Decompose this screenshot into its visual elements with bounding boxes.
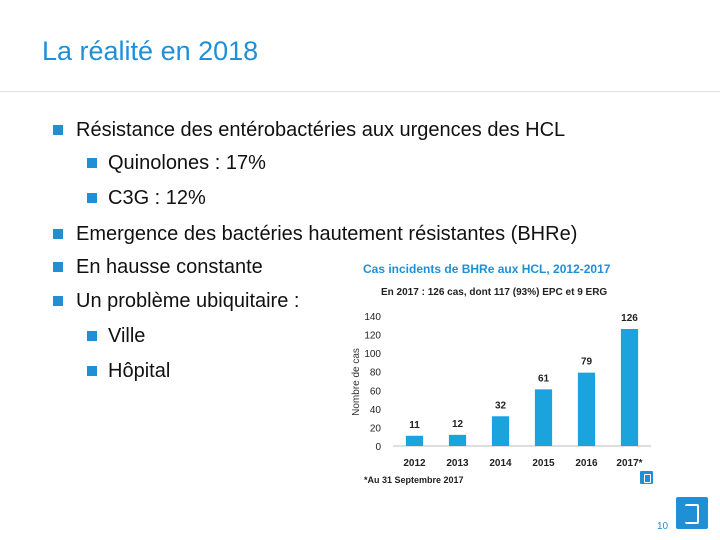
data-label: 12 xyxy=(452,419,464,430)
chart-subtitle: En 2017 : 126 cas, dont 117 (93%) EPC et… xyxy=(381,287,608,298)
bullet-item: Emergence des bactéries hautement résist… xyxy=(76,223,578,245)
slide-title: La réalité en 2018 xyxy=(42,36,259,66)
hcl-logo-icon xyxy=(676,497,708,529)
bullet-item: En hausse constante xyxy=(76,256,263,278)
y-axis-label: Nombre de cas xyxy=(351,348,362,416)
bullet-marker-icon xyxy=(53,125,63,135)
y-tick-label: 60 xyxy=(370,386,382,397)
bar xyxy=(405,435,424,446)
bar xyxy=(534,389,553,446)
bullet-subitem: Quinolones : 17% xyxy=(108,152,266,174)
x-tick-label: 2013 xyxy=(446,458,469,469)
chart-footnote: *Au 31 Septembre 2017 xyxy=(364,475,464,485)
bullet-marker-icon xyxy=(53,296,63,306)
bullet-marker-icon xyxy=(53,229,63,239)
x-tick-label: 2017* xyxy=(616,458,642,469)
bar xyxy=(620,329,639,446)
bullet-marker-icon xyxy=(87,331,97,341)
y-tick-label: 100 xyxy=(364,349,381,360)
bullet-item: Un problème ubiquitaire : xyxy=(76,290,300,312)
bullet-subitem: Hôpital xyxy=(108,360,171,382)
y-tick-label: 0 xyxy=(375,442,381,453)
x-tick-label: 2015 xyxy=(532,458,555,469)
data-label: 61 xyxy=(538,373,550,384)
bar xyxy=(491,416,510,446)
bullet-item: Résistance des entérobactéries aux urgen… xyxy=(76,119,566,141)
data-label: 11 xyxy=(409,420,420,431)
title-divider xyxy=(0,91,720,92)
x-tick-label: 2016 xyxy=(575,458,598,469)
x-tick-label: 2012 xyxy=(403,458,426,469)
bullet-marker-icon xyxy=(53,262,63,272)
y-tick-label: 40 xyxy=(370,405,382,416)
bar xyxy=(577,372,596,446)
document-logo-icon xyxy=(640,471,653,484)
y-tick-label: 20 xyxy=(370,423,382,434)
bullet-subitem: C3G : 12% xyxy=(108,187,206,209)
bullet-marker-icon xyxy=(87,193,97,203)
x-tick-label: 2014 xyxy=(489,458,512,469)
bullet-marker-icon xyxy=(87,158,97,168)
y-tick-label: 120 xyxy=(364,331,381,342)
data-label: 126 xyxy=(621,313,638,324)
bullet-subitem: Ville xyxy=(108,325,146,347)
y-tick-label: 140 xyxy=(364,312,381,323)
bullet-marker-icon xyxy=(87,366,97,376)
chart-title: Cas incidents de BHRe aux HCL, 2012-2017 xyxy=(363,262,611,276)
bar xyxy=(448,434,467,446)
data-label: 32 xyxy=(495,400,507,411)
page-number: 10 xyxy=(657,521,669,532)
data-label: 79 xyxy=(581,357,593,368)
y-tick-label: 80 xyxy=(370,368,382,379)
